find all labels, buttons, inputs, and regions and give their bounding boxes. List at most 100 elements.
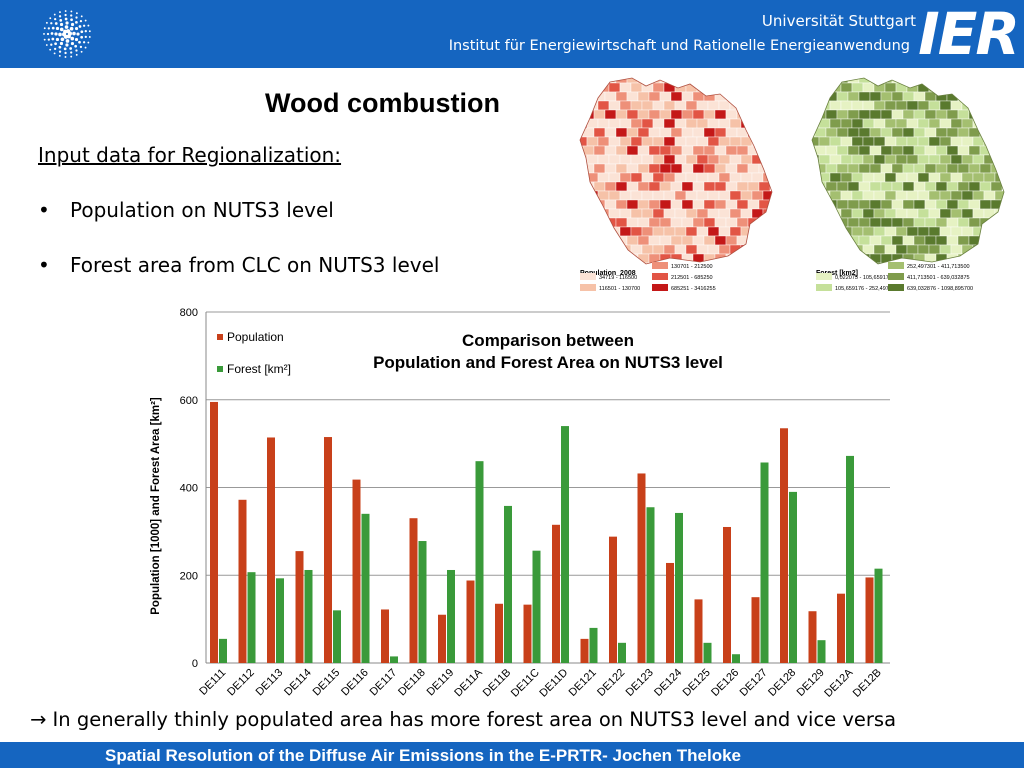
population-region (586, 190, 599, 201)
forest-region (968, 253, 981, 264)
forest-region (891, 235, 904, 246)
logo-dot (59, 27, 64, 32)
x-axis-ticks: DE111DE112DE113DE114DE115DE116DE117DE118… (197, 666, 884, 700)
forest-region (979, 163, 992, 174)
forest-region (935, 78, 948, 84)
forest-region (829, 136, 842, 147)
population-region (718, 226, 731, 237)
forest-region (972, 190, 985, 201)
forest-region (946, 181, 959, 192)
forest-region (957, 145, 970, 156)
population-region (659, 235, 672, 246)
forest-region (913, 109, 926, 120)
forest-region (939, 82, 952, 93)
population-region (685, 208, 698, 219)
population-region (740, 226, 753, 237)
population-region (725, 181, 738, 192)
x-tick-label: DE128 (766, 667, 798, 699)
forest-region (961, 208, 974, 219)
forest-region (891, 199, 904, 210)
population-region (641, 262, 654, 264)
forest-region (812, 253, 816, 264)
forest-region (812, 244, 820, 255)
forest-region (847, 145, 860, 156)
population-region (714, 91, 727, 102)
forest-region (869, 145, 882, 156)
forest-region (825, 78, 838, 84)
forest-region (862, 100, 875, 111)
bar-forest-DE121 (589, 627, 598, 663)
logo-dot (84, 35, 87, 38)
forest-legend-swatch (888, 284, 904, 291)
forest-region (895, 100, 908, 111)
population-region (580, 217, 584, 228)
forest-region (825, 145, 838, 156)
population-region (619, 118, 632, 129)
population-region (626, 181, 639, 192)
population-region (703, 181, 716, 192)
population-region (630, 190, 643, 201)
forest-region (950, 82, 963, 93)
forest-region (935, 109, 948, 120)
forest-region (950, 244, 963, 255)
forest-region (880, 109, 893, 120)
logo-dot (47, 27, 50, 30)
forest-region (814, 199, 827, 210)
population-region (615, 145, 628, 156)
forest-region (782, 164, 793, 173)
logo-dot (64, 17, 68, 21)
population-region (637, 109, 650, 120)
forest-region (793, 128, 804, 137)
forest-region (812, 199, 816, 210)
forest-region (782, 74, 793, 83)
population-region (718, 100, 731, 111)
population-region (674, 244, 687, 255)
forest-region (797, 227, 808, 236)
forest-region (825, 199, 838, 210)
forest-region (924, 181, 937, 192)
population-region (685, 154, 698, 165)
forest-region (862, 172, 875, 183)
logo-dot (88, 36, 91, 38)
population-region (648, 181, 661, 192)
forest-region (812, 226, 820, 237)
forest-region (884, 118, 897, 129)
logo-dot (53, 47, 57, 50)
population-region (652, 136, 665, 147)
forest-region (891, 78, 904, 84)
population-region (582, 78, 595, 84)
logo-dot (58, 45, 62, 49)
forest-legend: Forest [km2] 0,022075 - 105,659175 105,65… (816, 262, 973, 292)
forest-region (873, 208, 886, 219)
population-region (641, 226, 654, 237)
forest-legend-title: Forest [km2] (816, 270, 858, 277)
forest-region (957, 163, 970, 174)
forest-region (829, 100, 842, 111)
x-tick-label: DE11A (452, 666, 485, 699)
forest-region (847, 78, 860, 84)
forest-region (793, 218, 804, 227)
population-region (718, 82, 731, 93)
forest-region (818, 226, 831, 237)
population-region (758, 253, 771, 264)
logo-dot (50, 43, 53, 46)
forest-region (913, 253, 926, 264)
logo-dot (79, 19, 83, 23)
logo-dot (64, 51, 67, 55)
logo-dot (55, 37, 60, 42)
forest-region (983, 172, 996, 183)
population-region (652, 154, 665, 165)
bar-population-DE118 (409, 518, 418, 663)
population-region (615, 163, 628, 174)
population-region (692, 109, 705, 120)
population-region (696, 190, 709, 201)
forest-region (939, 136, 952, 147)
population-region (714, 235, 727, 246)
population-region (580, 78, 584, 84)
forest-region (884, 208, 897, 219)
forest-region (950, 154, 963, 165)
forest-region (818, 244, 831, 255)
population-region (586, 136, 599, 147)
forest-region (994, 190, 1004, 201)
population-region (630, 154, 643, 165)
